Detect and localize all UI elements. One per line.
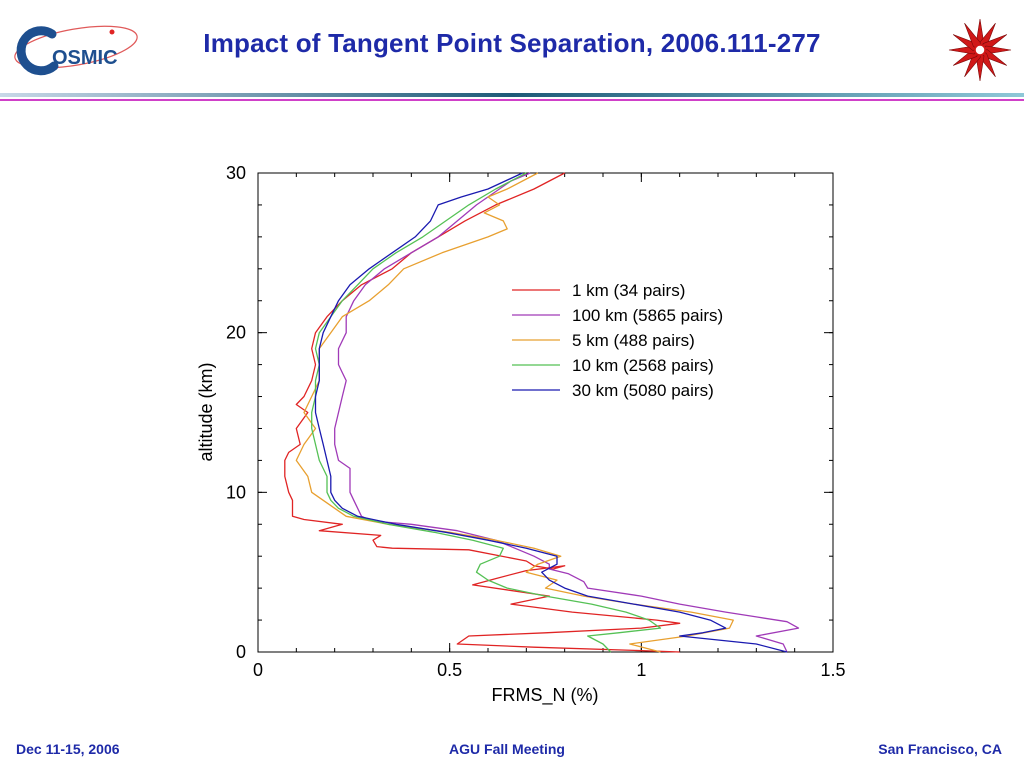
logo-orbit-satellite xyxy=(109,29,115,35)
y-tick-label: 10 xyxy=(226,482,246,502)
plot-area xyxy=(257,172,834,653)
series-line-5 xyxy=(314,172,788,653)
page-title: Impact of Tangent Point Separation, 2006… xyxy=(203,28,821,58)
axis-ticks: 0 0.5 1 1.5 0 10 20 30 xyxy=(226,163,846,680)
legend-label-2: 100 km (5865 pairs) xyxy=(572,306,723,325)
star-emblem-center xyxy=(974,44,986,56)
legend-label-1: 1 km (34 pairs) xyxy=(572,281,685,300)
chart-legend: 1 km (34 pairs) 100 km (5865 pairs) 5 km (… xyxy=(512,281,723,400)
footer-event: AGU Fall Meeting xyxy=(449,741,565,757)
y-tick-label: 20 xyxy=(226,323,246,343)
x-tick-label: 0.5 xyxy=(437,660,462,680)
x-tick-label: 0 xyxy=(253,660,263,680)
series-line-4 xyxy=(311,172,662,653)
logo-c-glyph xyxy=(16,26,59,76)
legend-label-4: 10 km (2568 pairs) xyxy=(572,356,714,375)
footer-date: Dec 11-15, 2006 xyxy=(16,741,120,757)
logo-wordmark: OSMIC xyxy=(52,47,118,69)
header-divider-band xyxy=(0,93,1024,97)
series-line-3 xyxy=(295,172,734,653)
y-axis-label: altitude (km) xyxy=(196,362,216,461)
frms-altitude-chart: 0 0.5 1 1.5 0 10 20 30 FRMS_N (%) altitude (km)… xyxy=(196,163,846,706)
legend-label-3: 5 km (488 pairs) xyxy=(572,331,695,350)
x-axis-label: FRMS_N (%) xyxy=(492,685,599,706)
series-lines xyxy=(284,172,800,653)
series-line-1 xyxy=(284,172,681,653)
header-divider-magenta xyxy=(0,99,1024,101)
x-tick-label: 1 xyxy=(636,660,646,680)
star-emblem-logo xyxy=(948,18,1012,82)
legend-label-5: 30 km (5080 pairs) xyxy=(572,381,714,400)
header-divider xyxy=(0,93,1024,101)
plot-border xyxy=(257,172,834,653)
y-tick-label: 0 xyxy=(236,642,246,662)
x-tick-label: 1.5 xyxy=(820,660,845,680)
footer-location: San Francisco, CA xyxy=(878,741,1002,757)
cosmic-logo: OSMIC xyxy=(14,25,138,76)
series-line-2 xyxy=(334,172,800,653)
logo-orbit-ring xyxy=(14,25,138,69)
y-tick-label: 30 xyxy=(226,163,246,183)
